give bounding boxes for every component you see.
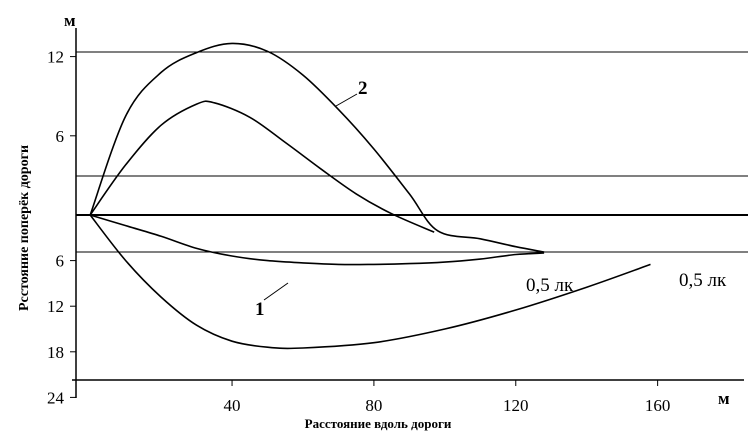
isolux-curve-4 xyxy=(89,214,651,350)
y-tick-label: 6 xyxy=(56,252,65,271)
road-guide-lines xyxy=(76,51,748,253)
curve-label-2-leader xyxy=(335,93,358,107)
x-unit-label: м xyxy=(718,389,730,408)
isolux-curve-1 xyxy=(89,42,545,253)
x-tick-label: 80 xyxy=(365,396,382,415)
chart-labels: м м Расстояние вдоль дороги Рсстояние по… xyxy=(17,11,730,431)
x-tick-label: 160 xyxy=(645,396,671,415)
curve-label-1-leader xyxy=(263,282,289,301)
y-tick-label: 6 xyxy=(56,127,65,146)
y-tick-label: 12 xyxy=(47,297,64,316)
curve-label-1: 1 xyxy=(255,299,265,320)
curve-label-2: 2 xyxy=(358,78,368,99)
isolux-curve-3 xyxy=(89,214,545,266)
isolux-curve-2 xyxy=(89,100,435,233)
y-tick-label: 12 xyxy=(47,48,64,67)
y-tick-label: 24 xyxy=(47,388,65,407)
x-axis-label: Расстояние вдоль дороги xyxy=(305,416,452,431)
annotation-0-5-lux-outer: 0,5 лк xyxy=(679,270,727,291)
x-tick-label: 120 xyxy=(503,396,529,415)
annotation-0-5-lux-inner: 0,5 лк xyxy=(526,275,574,296)
y-unit-label: м xyxy=(64,11,76,30)
y-axis-label: Рсстояние поперёк дороги xyxy=(17,145,32,311)
axes xyxy=(72,28,744,398)
isolux-curves xyxy=(89,42,651,350)
y-tick-label: 18 xyxy=(47,343,64,362)
x-tick-label: 40 xyxy=(224,396,241,415)
